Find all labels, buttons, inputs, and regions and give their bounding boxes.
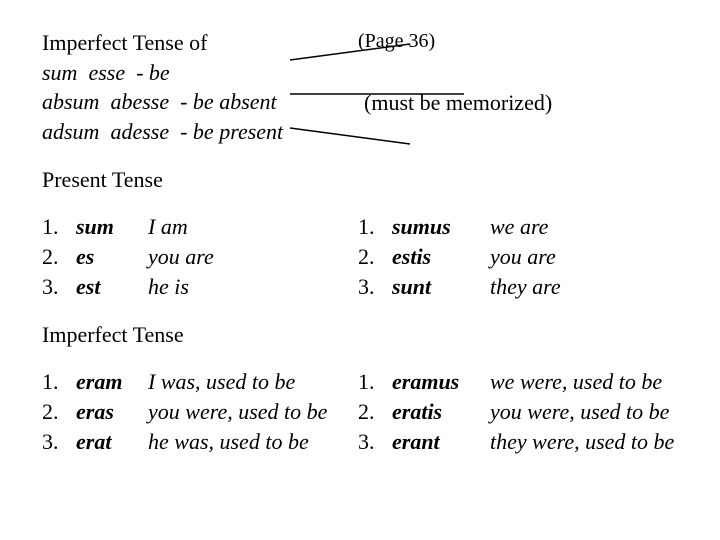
table-row: 2.erasyou were, used to be2.eratisyou we… [42, 397, 678, 427]
table-row: 1.sumI am1.sumuswe are [42, 212, 678, 242]
latin: eramus [392, 367, 490, 397]
english: you were, used to be [148, 397, 358, 427]
inf: abesse [110, 89, 169, 114]
num: 1. [358, 212, 392, 242]
num: 3. [358, 272, 392, 302]
latin: est [76, 272, 148, 302]
latin: erat [76, 427, 148, 457]
table-row: 3.esthe is3.suntthey are [42, 272, 678, 302]
latin: erant [392, 427, 490, 457]
title-text: Imperfect Tense of [42, 30, 207, 55]
line-top [290, 44, 410, 60]
lat: adsum [42, 119, 99, 144]
line-bot [290, 128, 410, 144]
meaning: - be absent [180, 89, 277, 114]
english: they are [490, 272, 678, 302]
imperfect-table: 1.eramI was, used to be1.eramuswe were, … [42, 367, 678, 456]
latin: es [76, 242, 148, 272]
num: 2. [358, 242, 392, 272]
latin: estis [392, 242, 490, 272]
num: 3. [42, 427, 76, 457]
annotation-lines [290, 44, 470, 154]
num: 1. [358, 367, 392, 397]
num: 1. [42, 212, 76, 242]
meaning: - be present [180, 119, 283, 144]
num: 2. [42, 242, 76, 272]
table-row: 1.eramI was, used to be1.eramuswe were, … [42, 367, 678, 397]
english: I was, used to be [148, 367, 358, 397]
imperfect-heading: Imperfect Tense [42, 320, 678, 350]
table-row: 2.esyou are2.estisyou are [42, 242, 678, 272]
num: 1. [42, 367, 76, 397]
latin: eras [76, 397, 148, 427]
num: 3. [358, 427, 392, 457]
english: you were, used to be [490, 397, 678, 427]
english: he is [148, 272, 358, 302]
english: you are [490, 242, 678, 272]
lat: sum [42, 60, 77, 85]
english: you are [148, 242, 358, 272]
english: they were, used to be [490, 427, 678, 457]
num: 2. [358, 397, 392, 427]
table-row: 3.erathe was, used to be3.erantthey were… [42, 427, 678, 457]
latin: sunt [392, 272, 490, 302]
lat: absum [42, 89, 99, 114]
english: he was, used to be [148, 427, 358, 457]
inf: esse [88, 60, 125, 85]
present-heading: Present Tense [42, 165, 678, 195]
latin: sumus [392, 212, 490, 242]
present-table: 1.sumI am1.sumuswe are2.esyou are2.estis… [42, 212, 678, 301]
latin: eratis [392, 397, 490, 427]
latin: sum [76, 212, 148, 242]
page: (Page 36) (must be memorized) Imperfect … [0, 0, 720, 456]
english: we were, used to be [490, 367, 678, 397]
latin: eram [76, 367, 148, 397]
meaning: - be [136, 60, 170, 85]
num: 2. [42, 397, 76, 427]
english: we are [490, 212, 678, 242]
english: I am [148, 212, 358, 242]
inf: adesse [110, 119, 169, 144]
num: 3. [42, 272, 76, 302]
